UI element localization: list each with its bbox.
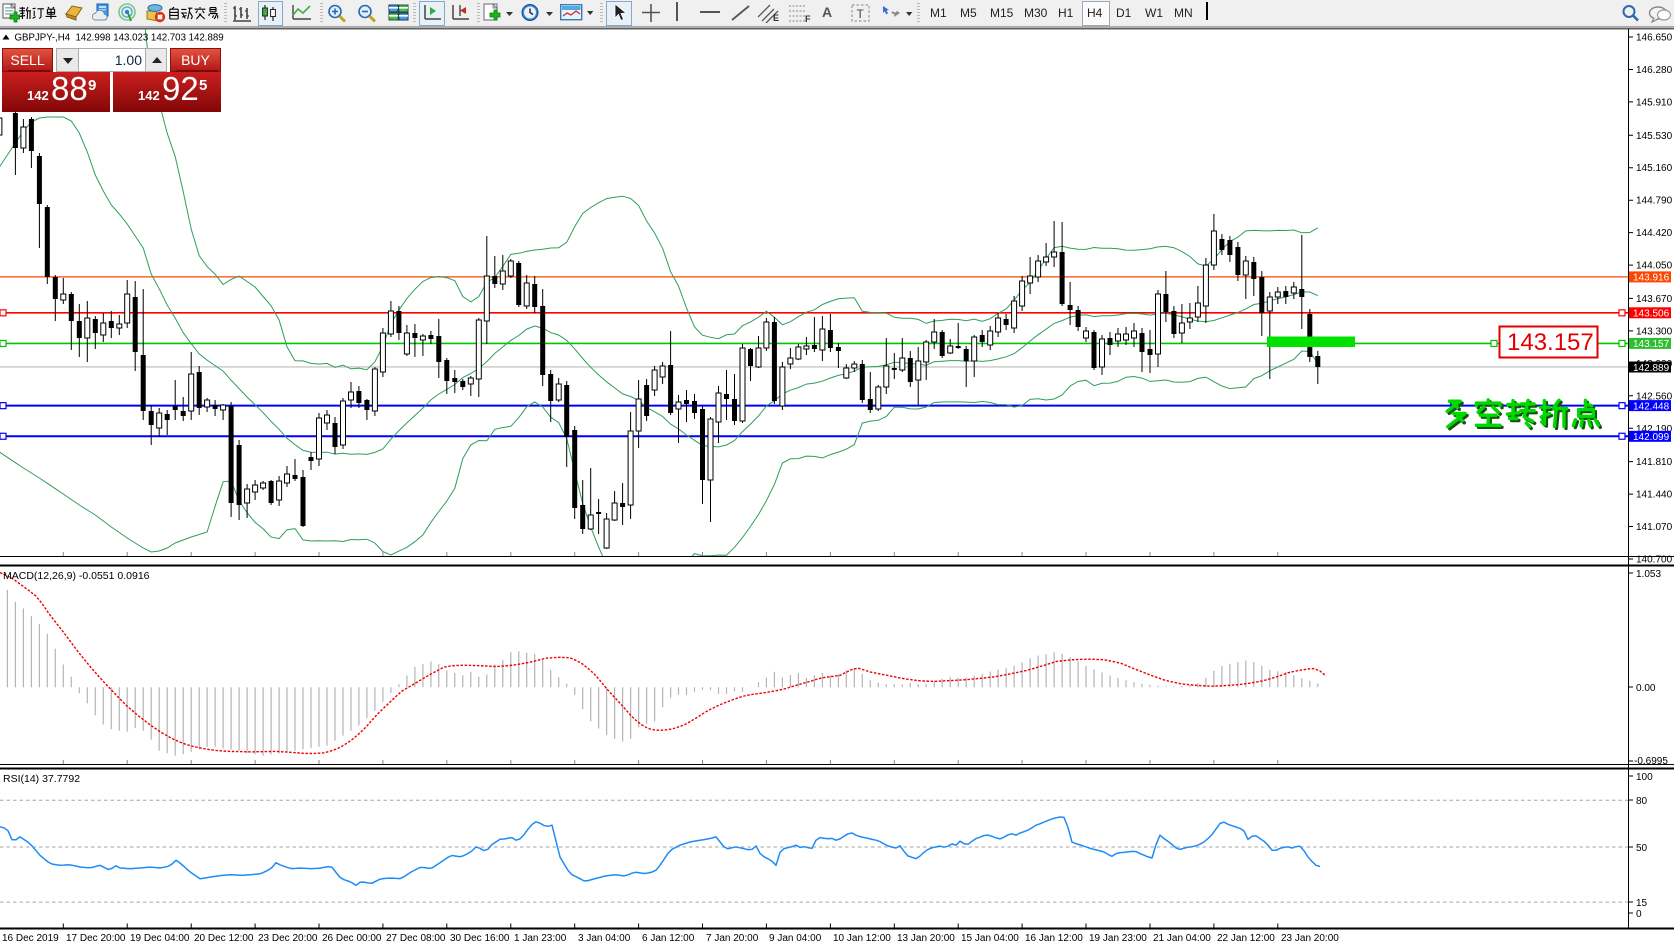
svg-text:80: 80 bbox=[1636, 796, 1648, 807]
svg-text:143.157: 143.157 bbox=[1507, 329, 1594, 356]
svg-text:23 Dec 20:00: 23 Dec 20:00 bbox=[258, 933, 318, 944]
svg-text:19 Dec 04:00: 19 Dec 04:00 bbox=[130, 933, 190, 944]
svg-text:6 Jan 12:00: 6 Jan 12:00 bbox=[642, 933, 695, 944]
svg-text:20 Dec 12:00: 20 Dec 12:00 bbox=[194, 933, 254, 944]
svg-text:13 Jan 20:00: 13 Jan 20:00 bbox=[897, 933, 955, 944]
svg-text:140.700: 140.700 bbox=[1636, 555, 1673, 566]
svg-text:10 Jan 12:00: 10 Jan 12:00 bbox=[833, 933, 891, 944]
svg-text:23 Jan 20:00: 23 Jan 20:00 bbox=[1281, 933, 1339, 944]
svg-text:100: 100 bbox=[1636, 772, 1653, 783]
svg-text:1.053: 1.053 bbox=[1636, 569, 1661, 580]
svg-text:F: F bbox=[805, 14, 811, 23]
svg-text:26 Dec 00:00: 26 Dec 00:00 bbox=[322, 933, 382, 944]
svg-text:21 Jan 04:00: 21 Jan 04:00 bbox=[1153, 933, 1211, 944]
svg-text:30 Dec 16:00: 30 Dec 16:00 bbox=[450, 933, 510, 944]
svg-text:141.440: 141.440 bbox=[1636, 490, 1673, 501]
svg-text:19 Jan 23:00: 19 Jan 23:00 bbox=[1089, 933, 1147, 944]
svg-text:0.00: 0.00 bbox=[1636, 683, 1656, 694]
svg-text:27 Dec 08:00: 27 Dec 08:00 bbox=[386, 933, 446, 944]
svg-text:146.650: 146.650 bbox=[1636, 33, 1673, 44]
svg-text:142.448: 142.448 bbox=[1633, 401, 1670, 412]
svg-text:144.050: 144.050 bbox=[1636, 261, 1673, 272]
svg-text:144.420: 144.420 bbox=[1636, 228, 1673, 239]
svg-text:3 Jan 04:00: 3 Jan 04:00 bbox=[578, 933, 631, 944]
svg-text:142.889: 142.889 bbox=[1633, 363, 1670, 374]
svg-text:E: E bbox=[773, 13, 779, 23]
svg-text:GBPJPY-,H4 142.998 143.023 14: GBPJPY-,H4 142.998 143.023 142.703 142.8… bbox=[15, 32, 224, 43]
svg-text:16 Dec 2019: 16 Dec 2019 bbox=[2, 933, 59, 944]
svg-text:17 Dec 20:00: 17 Dec 20:00 bbox=[66, 933, 126, 944]
svg-text:141.070: 141.070 bbox=[1636, 522, 1673, 533]
svg-text:-0.6995: -0.6995 bbox=[1634, 756, 1668, 767]
svg-text:142.190: 142.190 bbox=[1636, 424, 1673, 435]
svg-text:0: 0 bbox=[1636, 909, 1642, 920]
svg-text:143.670: 143.670 bbox=[1636, 294, 1673, 305]
svg-text:145.530: 145.530 bbox=[1636, 131, 1673, 142]
svg-text:22 Jan 12:00: 22 Jan 12:00 bbox=[1217, 933, 1275, 944]
svg-text:143.506: 143.506 bbox=[1633, 309, 1670, 320]
svg-text:16 Jan 12:00: 16 Jan 12:00 bbox=[1025, 933, 1083, 944]
svg-text:1 Jan 23:00: 1 Jan 23:00 bbox=[514, 933, 567, 944]
svg-text:T: T bbox=[857, 7, 865, 21]
svg-text:MACD(12,26,9) -0.0551 0.0916: MACD(12,26,9) -0.0551 0.0916 bbox=[3, 570, 150, 582]
svg-text:141.810: 141.810 bbox=[1636, 457, 1673, 468]
svg-text:144.790: 144.790 bbox=[1636, 196, 1673, 207]
svg-text:143.916: 143.916 bbox=[1633, 273, 1670, 284]
svg-text:RSI(14) 37.7792: RSI(14) 37.7792 bbox=[3, 773, 80, 785]
svg-text:9 Jan 04:00: 9 Jan 04:00 bbox=[769, 933, 822, 944]
svg-text:145.160: 145.160 bbox=[1636, 163, 1673, 174]
svg-text:142.099: 142.099 bbox=[1633, 432, 1670, 443]
svg-text:143.157: 143.157 bbox=[1633, 339, 1670, 350]
svg-text:146.280: 146.280 bbox=[1636, 65, 1673, 76]
svg-text:142.560: 142.560 bbox=[1636, 391, 1673, 402]
svg-text:50: 50 bbox=[1636, 843, 1648, 854]
svg-text:15: 15 bbox=[1636, 898, 1648, 909]
svg-text:143.300: 143.300 bbox=[1636, 326, 1673, 337]
svg-text:145.910: 145.910 bbox=[1636, 97, 1673, 108]
svg-text:7 Jan 20:00: 7 Jan 20:00 bbox=[706, 933, 759, 944]
svg-text:15 Jan 04:00: 15 Jan 04:00 bbox=[961, 933, 1019, 944]
